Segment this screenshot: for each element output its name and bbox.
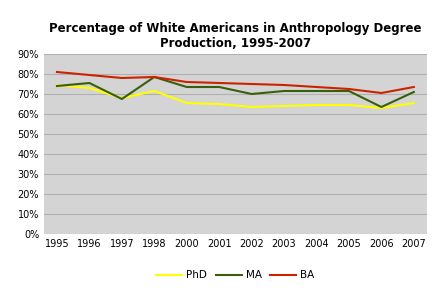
BA — [216, 81, 222, 85]
BA — [249, 82, 254, 86]
PhD — [54, 83, 59, 87]
MA — [411, 90, 417, 94]
BA — [346, 87, 352, 91]
MA — [119, 97, 125, 101]
PhD — [379, 106, 384, 110]
Line: BA: BA — [57, 72, 414, 93]
BA — [152, 75, 157, 79]
BA — [379, 91, 384, 95]
BA — [184, 80, 189, 84]
MA — [249, 92, 254, 96]
MA — [346, 89, 352, 93]
PhD — [249, 105, 254, 109]
PhD — [314, 103, 319, 107]
PhD — [216, 102, 222, 106]
BA — [119, 76, 125, 80]
MA — [87, 81, 92, 85]
MA — [379, 105, 384, 109]
MA — [152, 75, 157, 79]
PhD — [87, 86, 92, 90]
PhD — [411, 101, 417, 105]
BA — [54, 70, 59, 74]
PhD — [152, 89, 157, 93]
MA — [282, 89, 287, 93]
PhD — [282, 104, 287, 108]
MA — [314, 89, 319, 93]
BA — [314, 85, 319, 89]
MA — [184, 85, 189, 89]
Legend: PhD, MA, BA: PhD, MA, BA — [152, 266, 319, 284]
BA — [87, 73, 92, 77]
BA — [411, 85, 417, 89]
PhD — [119, 96, 125, 100]
MA — [54, 84, 59, 88]
MA — [216, 85, 222, 89]
BA — [282, 83, 287, 87]
PhD — [184, 101, 189, 105]
PhD — [346, 103, 352, 107]
Line: MA: MA — [57, 77, 414, 107]
Title: Percentage of White Americans in Anthropology Degree
Production, 1995-2007: Percentage of White Americans in Anthrop… — [49, 22, 422, 50]
Line: PhD: PhD — [57, 85, 414, 108]
